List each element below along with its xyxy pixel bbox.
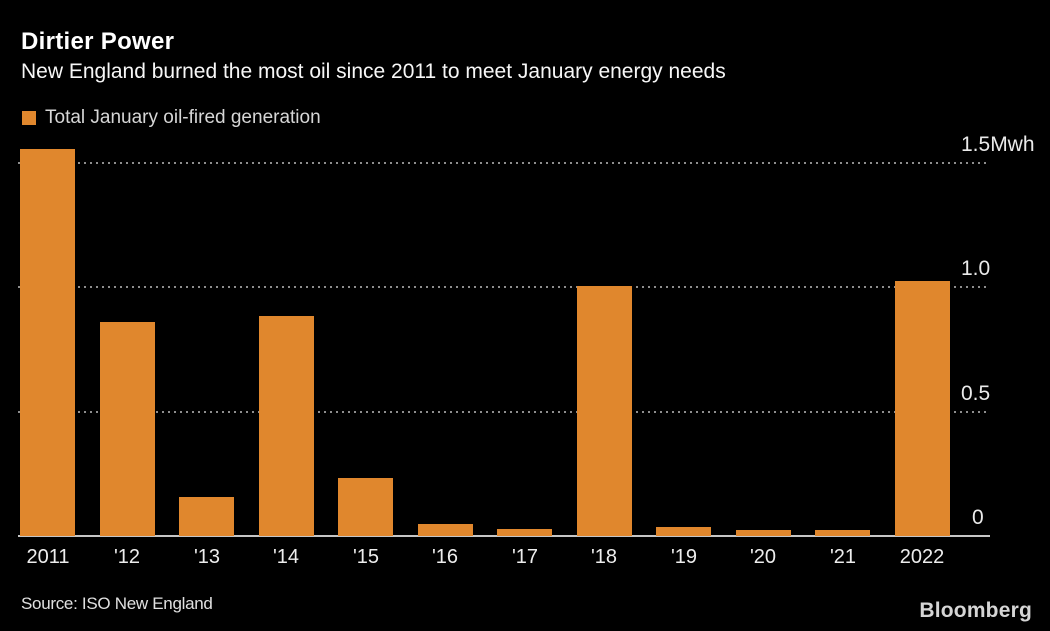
y-tick-label: 0.5	[961, 381, 991, 405]
bar-17	[497, 529, 552, 536]
x-tick-label: '14	[272, 546, 300, 568]
x-tick-label: '12	[113, 546, 141, 568]
bar-2011	[20, 149, 75, 536]
chart-title: Dirtier Power	[21, 28, 175, 55]
x-tick-label: '13	[193, 546, 221, 568]
gridline-1.0	[18, 286, 990, 289]
bar-20	[736, 530, 791, 536]
x-tick-label: 2011	[26, 546, 70, 568]
x-tick-label: '19	[670, 546, 698, 568]
bar-12	[100, 322, 155, 536]
bar-19	[656, 527, 711, 536]
bar-16	[418, 524, 473, 536]
legend-label: Total January oil-fired generation	[45, 107, 321, 128]
gridline-1.5Mwh	[18, 161, 990, 164]
legend-swatch-icon	[22, 111, 36, 125]
x-tick-label: '18	[590, 546, 618, 568]
y-tick-label: 0	[972, 506, 984, 529]
x-axis-line	[18, 535, 990, 537]
gridline-0.5	[18, 410, 990, 413]
bar-15	[338, 478, 393, 536]
x-tick-label: '15	[352, 546, 380, 568]
chart-subtitle: New England burned the most oil since 20…	[21, 60, 726, 83]
bloomberg-logo: Bloomberg	[919, 599, 1032, 622]
bar-21	[815, 530, 870, 536]
x-tick-label: '17	[511, 546, 539, 568]
bar-14	[259, 316, 314, 536]
x-tick-label: 2022	[899, 546, 945, 568]
x-tick-label: '21	[829, 546, 857, 568]
bar-13	[179, 497, 234, 536]
legend: Total January oil-fired generation	[22, 107, 321, 129]
source-note: Source: ISO New England	[21, 594, 213, 613]
x-tick-label: '16	[431, 546, 459, 568]
x-tick-label: '20	[749, 546, 777, 568]
bar-2022	[895, 281, 950, 536]
y-tick-label: 1.0	[961, 257, 991, 281]
y-tick-label: 1.5Mwh	[961, 132, 1035, 156]
bar-18	[577, 286, 632, 536]
